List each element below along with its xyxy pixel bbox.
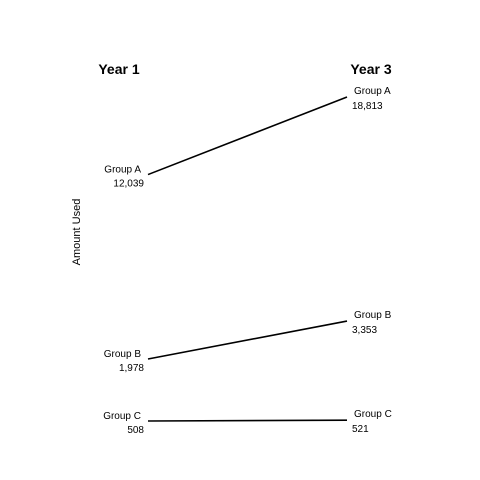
left-value-label-group-b: 1,978: [119, 363, 144, 374]
left-value-label-group-c: 508: [127, 425, 144, 436]
slope-line-group-b: [148, 321, 347, 359]
right-series-label-group-a: Group A: [354, 86, 391, 97]
left-series-label-group-c: Group C: [103, 411, 141, 422]
right-value-label-group-a: 18,813: [352, 101, 383, 112]
slope-line-group-a: [148, 97, 347, 175]
left-series-label-group-a: Group A: [104, 165, 141, 176]
slope-line-group-c: [148, 420, 347, 421]
left-series-label-group-b: Group B: [104, 349, 142, 360]
y-axis-label: Amount Used: [71, 199, 83, 266]
column-header-year-3: Year 3: [350, 61, 391, 77]
right-series-label-group-c: Group C: [354, 409, 392, 420]
right-value-label-group-c: 521: [352, 424, 369, 435]
right-series-label-group-b: Group B: [354, 310, 392, 321]
slope-marks: Group A 12,039 Group A 18,813 Group B 1,978 Gr…: [103, 86, 392, 436]
column-header-year-1: Year 1: [98, 61, 139, 77]
left-value-label-group-a: 12,039: [113, 179, 144, 190]
right-value-label-group-b: 3,353: [352, 325, 377, 336]
